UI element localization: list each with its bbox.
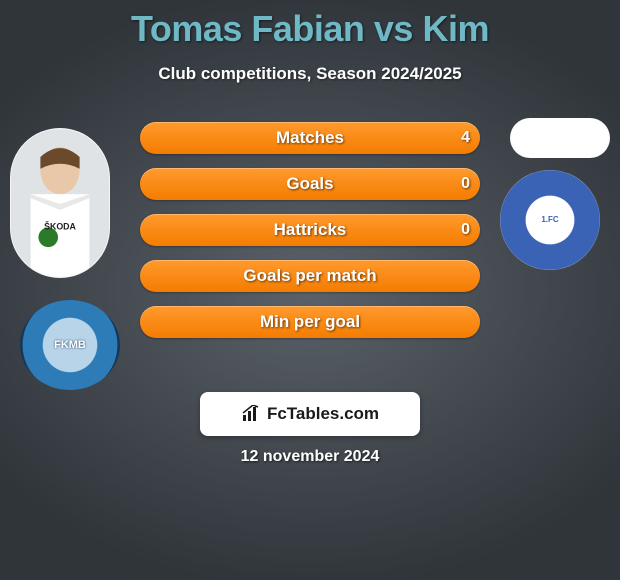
bar-label: Matches <box>140 122 480 154</box>
bar-label: Goals per match <box>140 260 480 292</box>
svg-text:ŠKODA: ŠKODA <box>44 220 76 231</box>
watermark: FcTables.com <box>200 392 420 436</box>
watermark-chart-icon <box>241 405 261 423</box>
stat-row-matches: Matches 4 <box>140 122 480 154</box>
stat-bars: Matches 4 Goals 0 Hattricks 0 Goals per … <box>140 122 480 352</box>
stat-row-hattricks: Hattricks 0 <box>140 214 480 246</box>
player-left-photo: ŠKODA <box>10 128 110 278</box>
club-left-text: FKMB <box>54 339 86 351</box>
stat-row-gpm: Goals per match <box>140 260 480 292</box>
subtitle: Club competitions, Season 2024/2025 <box>0 64 620 84</box>
bar-label: Min per goal <box>140 306 480 338</box>
bar-value-right: 0 <box>461 214 470 246</box>
club-right-badge: 1.FC <box>500 170 600 270</box>
player-right-photo <box>510 118 610 158</box>
page-title: Tomas Fabian vs Kim <box>0 0 620 50</box>
player-left-silhouette: ŠKODA <box>11 129 109 277</box>
club-right-text: 1.FC <box>541 216 558 224</box>
bar-label: Hattricks <box>140 214 480 246</box>
bar-value-right: 0 <box>461 168 470 200</box>
club-right-line1: 1.FC <box>541 216 558 224</box>
bar-label: Goals <box>140 168 480 200</box>
stat-row-mpg: Min per goal <box>140 306 480 338</box>
bar-value-right: 4 <box>461 122 470 154</box>
content-root: Tomas Fabian vs Kim Club competitions, S… <box>0 0 620 580</box>
stat-row-goals: Goals 0 <box>140 168 480 200</box>
watermark-text: FcTables.com <box>267 404 379 424</box>
club-left-badge: FKMB <box>20 300 120 390</box>
date-text: 12 november 2024 <box>0 448 620 466</box>
